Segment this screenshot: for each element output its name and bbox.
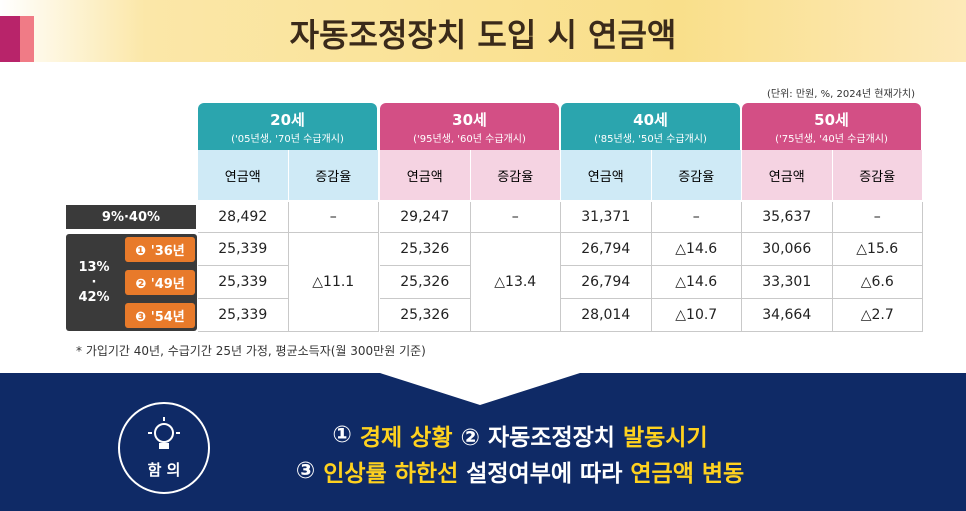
icon-label: 함 의 — [147, 460, 181, 479]
row-label: ❶ '36년 — [125, 237, 195, 262]
implication-text: ① — [332, 422, 360, 448]
implication-line: ③ 인상률 하한선 설정여부에 따라 연금액 변동 — [230, 454, 810, 488]
cell: △2.7 — [832, 299, 923, 332]
cell: △14.6 — [651, 266, 742, 299]
row-label: ❸ '54년 — [125, 303, 195, 328]
cell: 25,326 — [380, 266, 471, 299]
sub-header: 연금액 — [561, 150, 652, 200]
arrow — [380, 373, 580, 405]
implication-text: 경제 상황 — [359, 425, 453, 451]
implication-text: 인상률 하한선 — [323, 461, 459, 487]
cell: 30,066 — [742, 233, 833, 266]
row-label: 9%·40% — [66, 205, 196, 229]
scenario-label-line: 42% — [78, 290, 110, 305]
cell: 26,794 — [561, 266, 652, 299]
sub-header: 증감율 — [288, 150, 379, 200]
cell: – — [288, 202, 379, 233]
group-age: 30세 — [452, 110, 487, 129]
implication-text: 설정여부에 따라 — [458, 461, 631, 487]
cell: – — [470, 202, 561, 233]
cell: △15.6 — [832, 233, 923, 266]
implication-icon: 함 의 — [118, 402, 210, 494]
group-age: 20세 — [270, 110, 305, 129]
cell: 25,339 — [198, 233, 289, 266]
cell: – — [651, 202, 742, 233]
accent-bar — [0, 16, 20, 62]
group-header: 50세 ('75년생, '40년 수급개시) — [742, 103, 921, 150]
cell: △13.4 — [470, 233, 561, 332]
cell: – — [832, 202, 923, 233]
footnote: * 가입기간 40년, 수급기간 25년 가정, 평균소득자(월 300만원 기… — [76, 343, 426, 358]
cell: 26,794 — [561, 233, 652, 266]
group-sub: ('05년생, '70년 수급개시) — [231, 133, 344, 145]
group-sub: ('95년생, '60년 수급개시) — [413, 133, 526, 145]
title-banner — [0, 0, 966, 62]
group-header: 40세 ('85년생, '50년 수급개시) — [561, 103, 740, 150]
accent-bar — [20, 16, 34, 62]
cell: △11.1 — [288, 233, 379, 332]
group-age: 40세 — [633, 110, 668, 129]
cell: 25,339 — [198, 299, 289, 332]
implication-line: ① 경제 상황 ② 자동조정장치 발동시기 — [230, 418, 810, 452]
implication-text: 발동시기 — [622, 425, 708, 451]
title: 자동조정장치 도입 시 연금액 — [289, 16, 677, 54]
sub-header: 증감율 — [651, 150, 742, 200]
cell: 25,339 — [198, 266, 289, 299]
cell: 34,664 — [742, 299, 833, 332]
cell: 29,247 — [380, 202, 471, 233]
sub-header: 연금액 — [380, 150, 471, 200]
cell: 28,492 — [198, 202, 289, 233]
cell: △14.6 — [651, 233, 742, 266]
group-sub: ('75년생, '40년 수급개시) — [775, 133, 888, 145]
bulb-icon — [148, 416, 180, 449]
scenario-label-line: · — [91, 275, 97, 290]
sub-header: 증감율 — [832, 150, 923, 200]
group-header: 20세 ('05년생, '70년 수급개시) — [198, 103, 377, 150]
sub-header: 증감율 — [470, 150, 561, 200]
cell: 25,326 — [380, 233, 471, 266]
group-header: 30세 ('95년생, '60년 수급개시) — [380, 103, 559, 150]
sub-header: 연금액 — [742, 150, 833, 200]
cell: △6.6 — [832, 266, 923, 299]
sub-header: 연금액 — [198, 150, 289, 200]
implication-text: 연금액 변동 — [630, 461, 745, 487]
cell: 25,326 — [380, 299, 471, 332]
scenario-label: 13% · 42% — [66, 234, 122, 331]
unit-note: (단위: 만원, %, 2024년 현재가치) — [767, 88, 915, 100]
row-label: ❷ '49년 — [125, 270, 195, 295]
cell: △10.7 — [651, 299, 742, 332]
cell: 31,371 — [561, 202, 652, 233]
implication-text: ② 자동조정장치 — [452, 425, 623, 451]
cell: 28,014 — [561, 299, 652, 332]
group-age: 50세 — [814, 110, 849, 129]
cell: 35,637 — [742, 202, 833, 233]
implication-text: ③ — [295, 458, 324, 484]
scenario-label-line: 13% — [78, 260, 110, 275]
cell: 33,301 — [742, 266, 833, 299]
group-sub: ('85년생, '50년 수급개시) — [594, 133, 707, 145]
